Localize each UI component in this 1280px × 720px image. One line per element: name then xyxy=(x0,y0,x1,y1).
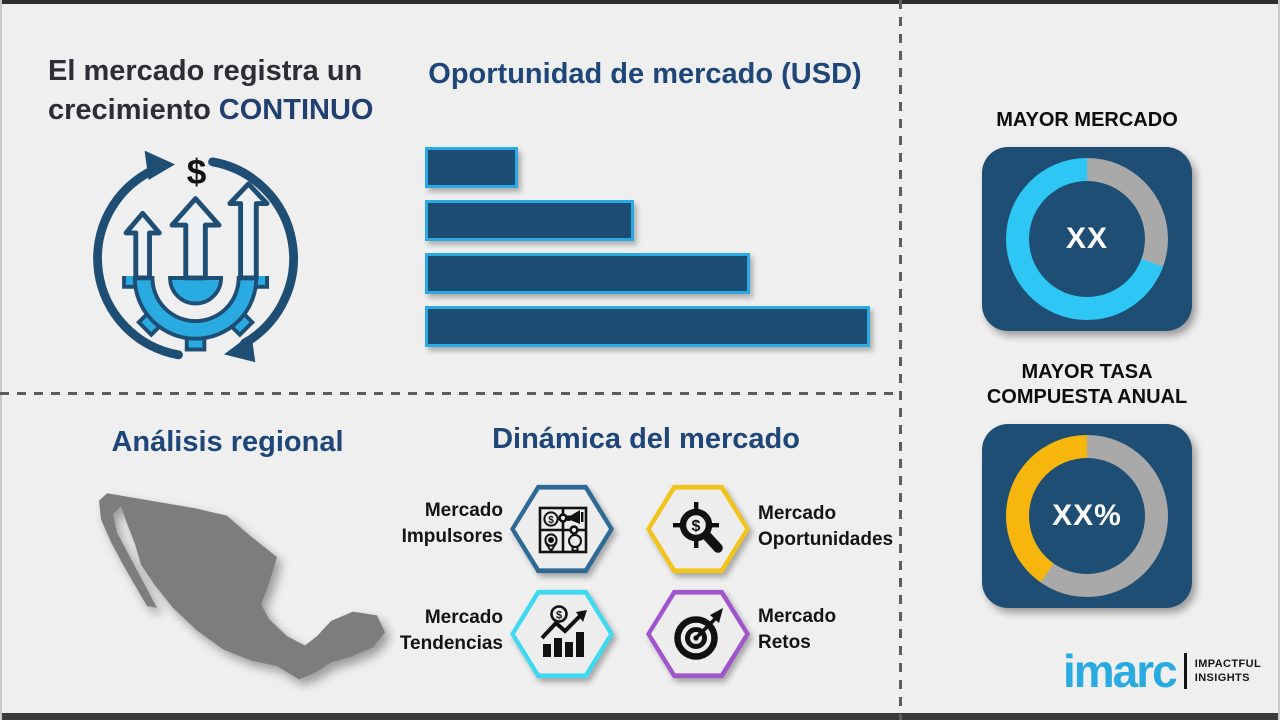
hexagon-impulsores: $ xyxy=(510,483,614,575)
continuo-highlight: CONTINUO xyxy=(218,94,374,126)
dynamics-title: Dinámica del mercado xyxy=(492,423,800,455)
imarc-logo: imarc IMPACTFUL INSIGHTS xyxy=(1063,648,1261,694)
cagr-title-line2: COMPUESTA ANUAL xyxy=(986,386,1188,408)
cagr-donut: XX% xyxy=(1006,435,1168,597)
mexico-map xyxy=(99,493,385,680)
svg-text:$: $ xyxy=(548,515,554,526)
opportunity-bar-chart xyxy=(425,147,885,359)
horizontal-dashed-divider xyxy=(0,392,899,395)
largest-market-value: XX xyxy=(1065,222,1109,255)
growth-headline-line2: crecimiento CONTINUO xyxy=(48,94,374,126)
largest-market-title: MAYOR MERCADO xyxy=(996,109,1178,131)
logo-tagline: IMPACTFUL INSIGHTS xyxy=(1194,658,1262,684)
opportunity-bar xyxy=(425,306,870,347)
dynamics-label-tendencias: Mercado Tendencias xyxy=(399,607,503,654)
imarc-wordmark: imarc xyxy=(1063,645,1178,697)
cagr-card: XX% xyxy=(982,424,1192,608)
largest-market-donut: XX xyxy=(1006,158,1168,320)
regional-title: Análisis regional xyxy=(111,426,344,458)
opportunity-bar xyxy=(425,253,750,294)
opportunity-bar xyxy=(425,200,634,241)
growth-headline: El mercado registra un crecimiento CONTIN… xyxy=(48,52,408,130)
cagr-title: MAYOR TASA COMPUESTA ANUAL xyxy=(927,360,1247,410)
left-edge-bar xyxy=(0,0,2,720)
puzzle-drivers-icon: $ xyxy=(538,506,588,554)
cagr-value: XX% xyxy=(1052,499,1122,532)
hexagon-oportunidades: $ xyxy=(646,483,750,575)
growth-cycle-gear-arrows-icon: $ xyxy=(93,150,298,363)
target-dart-icon xyxy=(674,608,723,660)
vertical-dashed-divider xyxy=(899,0,902,720)
dynamics-label-retos: Mercado Retos xyxy=(758,606,837,653)
dollar-sign-glyph: $ xyxy=(187,153,207,192)
dynamics-label-impulsores: Mercado Impulsores xyxy=(401,500,503,547)
svg-text:$: $ xyxy=(692,518,701,535)
top-edge-bar xyxy=(0,0,1280,4)
opportunity-bar xyxy=(425,147,518,188)
hexagon-tendencias: $ xyxy=(510,588,614,680)
growth-headline-line1: El mercado registra un xyxy=(48,55,363,87)
hexagon-retos xyxy=(646,588,750,680)
largest-market-card: XX xyxy=(982,147,1192,331)
trend-chart-icon: $ xyxy=(540,605,587,657)
right-edge-bar xyxy=(1278,0,1280,720)
bottom-edge-bar xyxy=(0,713,1280,720)
opportunity-title: Oportunidad de mercado (USD) xyxy=(428,58,862,90)
cagr-title-line1: MAYOR TASA xyxy=(1021,361,1153,383)
magnifier-dollar-icon: $ xyxy=(673,502,723,553)
svg-text:$: $ xyxy=(556,610,562,622)
dynamics-label-oportunidades: Mercado Oportunidades xyxy=(758,503,894,550)
logo-divider-bar xyxy=(1183,653,1187,689)
